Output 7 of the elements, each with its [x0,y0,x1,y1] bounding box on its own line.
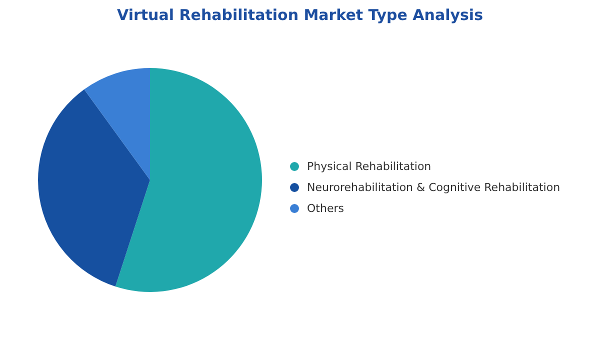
pie-slice [115,68,262,292]
legend-label: Others [307,202,344,215]
pie-slice [38,89,150,287]
pie-slice [84,68,150,180]
legend-label: Neurorehabilitation & Cognitive Rehabilitation [307,181,560,194]
chart-title: Virtual Rehabilitation Market Type Analysis [116,6,484,24]
legend-label: Physical Rehabilitation [307,160,432,173]
